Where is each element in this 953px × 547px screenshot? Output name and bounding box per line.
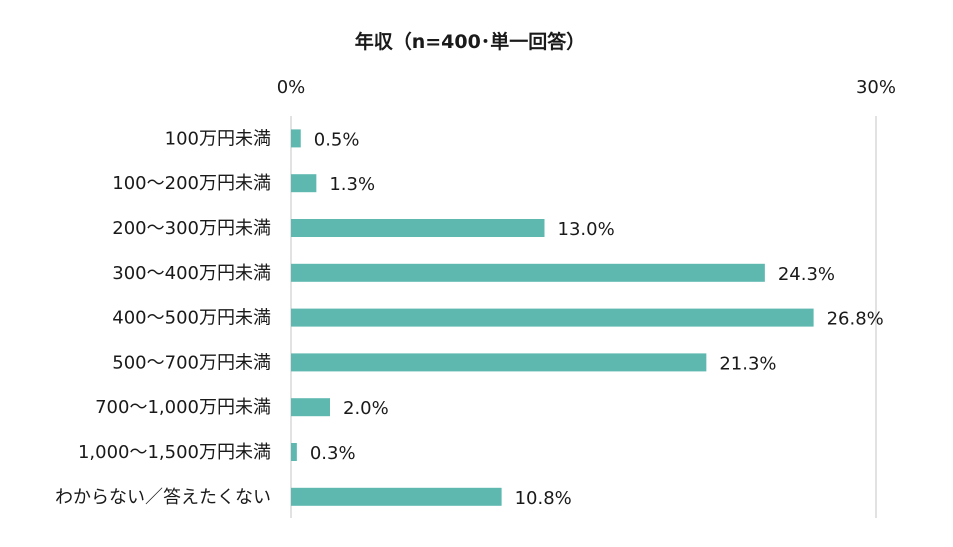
category-label: 1,000～1,500万円未満 [78,442,271,463]
bar [291,219,545,237]
category-label: 100万円未満 [165,128,271,149]
value-label: 1.3% [329,174,375,195]
value-label: 0.3% [310,443,356,464]
x-tick-label-min: 0% [277,77,306,98]
category-label: 500～700万円未満 [112,352,271,373]
bar [291,263,765,282]
category-label: わからない／答えたくない [55,487,271,508]
value-label: 2.0% [343,398,389,419]
category-label: 200～300万円未満 [112,218,271,239]
bar [291,398,330,417]
category-label: 700～1,000万円未満 [95,397,271,418]
value-label: 26.8% [827,309,884,330]
x-tick-label-max: 30% [856,77,896,98]
category-label: 100～200万円未満 [112,173,271,194]
bar [291,174,317,193]
value-label: 0.5% [314,129,360,150]
category-label: 400～500万円未満 [112,308,271,329]
value-label: 10.8% [515,488,572,509]
category-label: 300～400万円未満 [112,263,271,284]
value-label: 24.3% [778,264,835,285]
bars-group: 100万円未満 0.5% 100～200万円未満 1.3% 200～300万円未満 13.… [55,128,884,508]
bar [291,308,814,327]
bar [291,487,502,506]
bar [291,353,707,372]
value-label: 13.0% [558,219,615,240]
value-label: 21.3% [719,353,776,374]
bar [291,129,301,148]
chart-title: 年収（n=400･単一回答） [355,30,586,53]
bar [291,443,297,461]
